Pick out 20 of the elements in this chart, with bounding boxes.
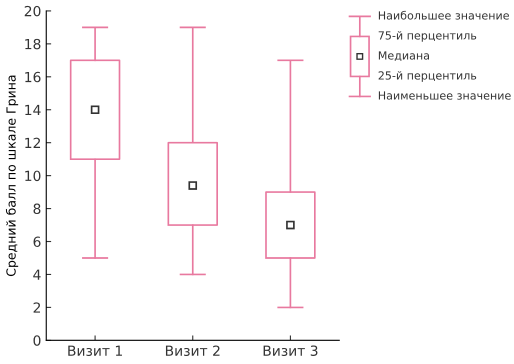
text: Наименьшее значение <box>378 91 511 100</box>
y-tick-label: 12 <box>25 138 40 148</box>
y-tick-label: 18 <box>25 38 40 50</box>
y-tick-label: 0 <box>33 335 40 346</box>
y-tick-label: 10 <box>25 170 40 182</box>
x-tick-label: Визит 3 <box>264 345 318 356</box>
text: 75-й перцентиль <box>378 31 476 42</box>
y-tick-label: 20 <box>24 6 40 16</box>
y-tick-label: 4 <box>33 270 41 280</box>
y-tick-label: 8 <box>34 204 40 214</box>
y-tick-label: 2 <box>34 302 40 313</box>
x-tick-label: Визит 1 <box>68 346 122 356</box>
text: Наибольшее значение <box>378 10 509 20</box>
x-tick-label: Визит 2 <box>166 345 220 356</box>
y-tick-label: 14 <box>25 104 41 116</box>
y-axis-title: Средний балл по шкале Грина <box>6 76 18 276</box>
y-tick-label: 6 <box>34 236 41 247</box>
y-tick-label: 16 <box>25 72 41 82</box>
text: Медиана <box>378 51 429 62</box>
text: 25-й перцентиль <box>378 71 476 82</box>
